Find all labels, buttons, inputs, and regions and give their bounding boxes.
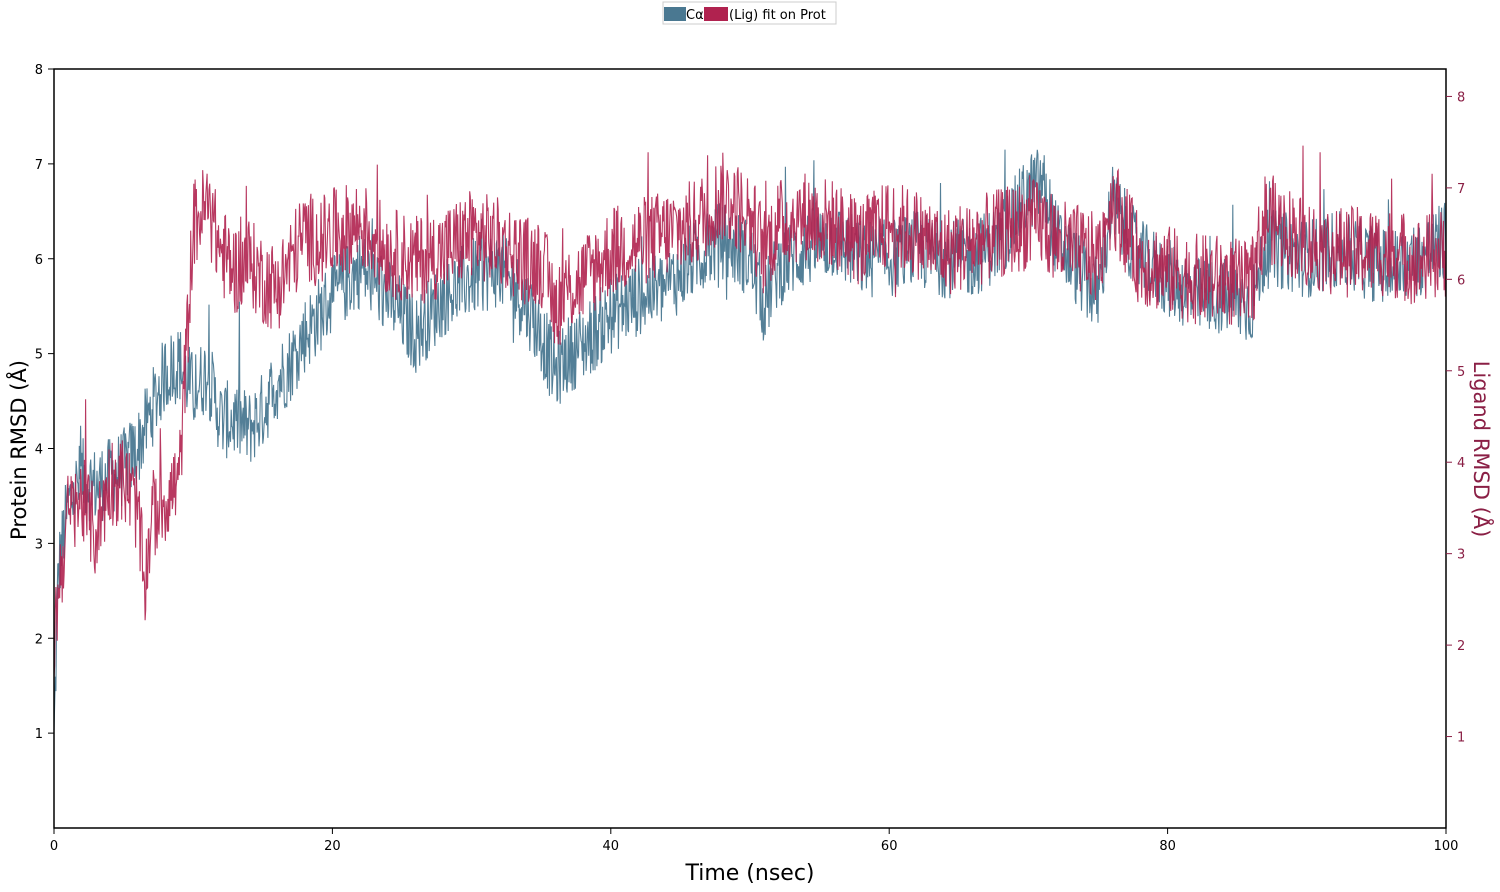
x-axis-label: Time (nsec)	[684, 861, 814, 886]
ticks-layer: 0 20 40 60 80 100 1 2 3 4 5 6 7 8 1 2 3 4 5 6 7 8	[35, 63, 1466, 854]
y2-tick-label: 4	[1457, 456, 1465, 471]
y-tick-label: 5	[35, 348, 43, 363]
y2-tick-label: 3	[1457, 548, 1465, 563]
y-tick-label: 3	[35, 537, 43, 552]
x-tick-label: 0	[50, 839, 58, 854]
x-tick-label: 20	[324, 839, 341, 854]
y-tick-label: 1	[35, 727, 43, 742]
series-layer	[53, 145, 1447, 731]
y-tick-label: 4	[35, 443, 43, 458]
y-tick-label: 7	[35, 158, 43, 173]
series-line-ligand	[53, 145, 1447, 679]
y2-axis-label: Ligand RMSD (Å)	[1469, 361, 1495, 538]
y2-tick-label: 8	[1457, 90, 1465, 105]
y2-tick-label: 6	[1457, 273, 1465, 288]
y-tick-label: 6	[35, 253, 43, 268]
y2-tick-label: 7	[1457, 182, 1465, 197]
legend-label-ligand: (Lig) fit on Prot	[729, 8, 826, 23]
x-tick-label: 60	[881, 839, 898, 854]
x-tick-label: 40	[603, 839, 620, 854]
y-tick-label: 8	[35, 63, 43, 78]
y-axis-label: Protein RMSD (Å)	[5, 360, 31, 540]
y-tick-label: 2	[35, 632, 43, 647]
legend-swatch-ligand	[704, 7, 728, 21]
y2-tick-label: 1	[1457, 731, 1465, 746]
y2-tick-label: 5	[1457, 365, 1465, 380]
legend: Cα (Lig) fit on Prot	[662, 1, 837, 25]
legend-label-protein: Cα	[686, 8, 704, 23]
x-tick-label: 100	[1434, 839, 1459, 854]
legend-swatch-protein	[664, 7, 686, 21]
y2-tick-label: 2	[1457, 639, 1465, 654]
x-tick-label: 80	[1159, 839, 1176, 854]
